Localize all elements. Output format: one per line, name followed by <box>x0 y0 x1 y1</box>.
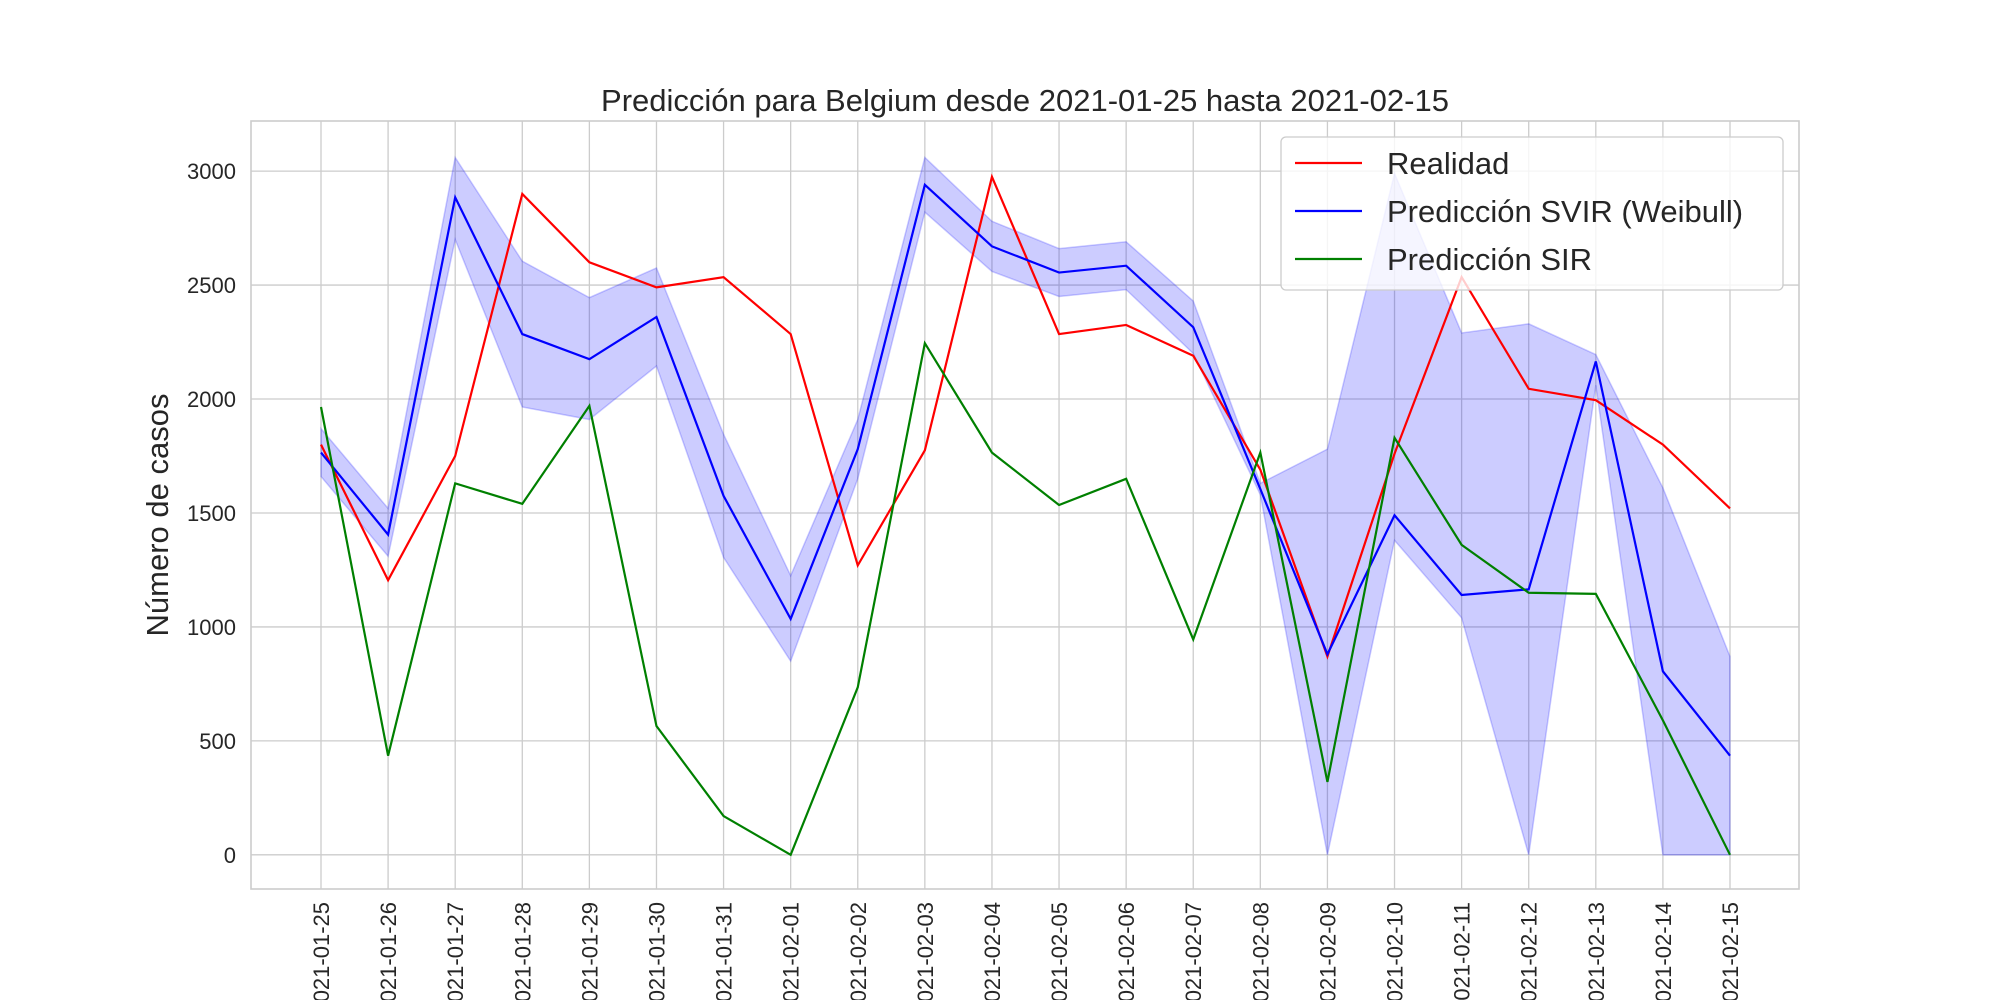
x-tick-label: 2021-02-01 <box>779 902 804 1000</box>
legend: Realidad Predicción SVIR (Weibull) Predicc… <box>1280 136 1784 291</box>
x-tick-label: 2021-01-31 <box>712 902 737 1000</box>
x-tick-label: 2021-02-07 <box>1181 902 1206 1000</box>
x-tick-label: 2021-02-14 <box>1651 902 1676 1000</box>
y-tick-label: 3000 <box>187 159 236 184</box>
series-line-3 <box>319 340 1731 857</box>
series-line-1 <box>320 173 1731 660</box>
x-tick-labels: 2021-01-25 2021-01-26 2021-01-27 2021-01-28… <box>309 902 1743 1000</box>
x-tick-label: 2021-02-10 <box>1383 902 1408 1000</box>
chart-title: Predicción para Belgium desde 2021-01-25… <box>601 83 1449 118</box>
y-tick-label: 2500 <box>187 273 236 298</box>
legend-box <box>1280 136 1784 291</box>
y-tick-label: 500 <box>199 729 236 754</box>
x-tick-label: 2021-01-26 <box>376 902 401 1000</box>
y-tick-label: 1500 <box>187 501 236 526</box>
y-tick-label: 1000 <box>187 615 236 640</box>
x-tick-label: 2021-02-15 <box>1718 902 1743 1000</box>
legend-label: Predicción SIR <box>1387 242 1592 277</box>
y-axis-label: Número de casos <box>140 394 175 637</box>
y-tick-labels: 0 500 1000 1500 2000 2500 3000 <box>187 159 236 868</box>
x-tick-label: 2021-02-09 <box>1315 902 1340 1000</box>
x-tick-label: 2021-02-06 <box>1114 902 1139 1000</box>
x-tick-label: 2021-02-04 <box>980 902 1005 1000</box>
x-tick-label: 2021-01-25 <box>309 902 334 1000</box>
legend-label: Predicción SVIR (Weibull) <box>1387 194 1743 229</box>
legend-label: Realidad <box>1387 146 1509 181</box>
x-tick-label: 2021-01-28 <box>510 902 535 1000</box>
x-tick-label: 2021-02-05 <box>1047 902 1072 1000</box>
x-tick-label: 2021-02-11 <box>1450 902 1475 1000</box>
x-tick-label: 2021-02-08 <box>1248 902 1273 1000</box>
x-tick-label: 2021-02-12 <box>1517 902 1542 1000</box>
series-line-2 <box>320 182 1731 757</box>
x-tick-label: 2021-02-03 <box>913 902 938 1000</box>
x-tick-label: 2021-01-27 <box>443 902 468 1000</box>
plot-frame <box>250 120 1800 890</box>
series-lines-layer <box>319 173 1731 857</box>
y-tick-label: 2000 <box>187 387 236 412</box>
y-tick-label: 0 <box>224 843 236 868</box>
x-tick-label: 2021-01-29 <box>577 902 602 1000</box>
x-tick-label: 2021-02-13 <box>1584 902 1609 1000</box>
grid-lines <box>251 121 1799 889</box>
x-tick-label: 2021-02-02 <box>846 902 871 1000</box>
x-tick-label: 2021-01-30 <box>644 902 669 1000</box>
